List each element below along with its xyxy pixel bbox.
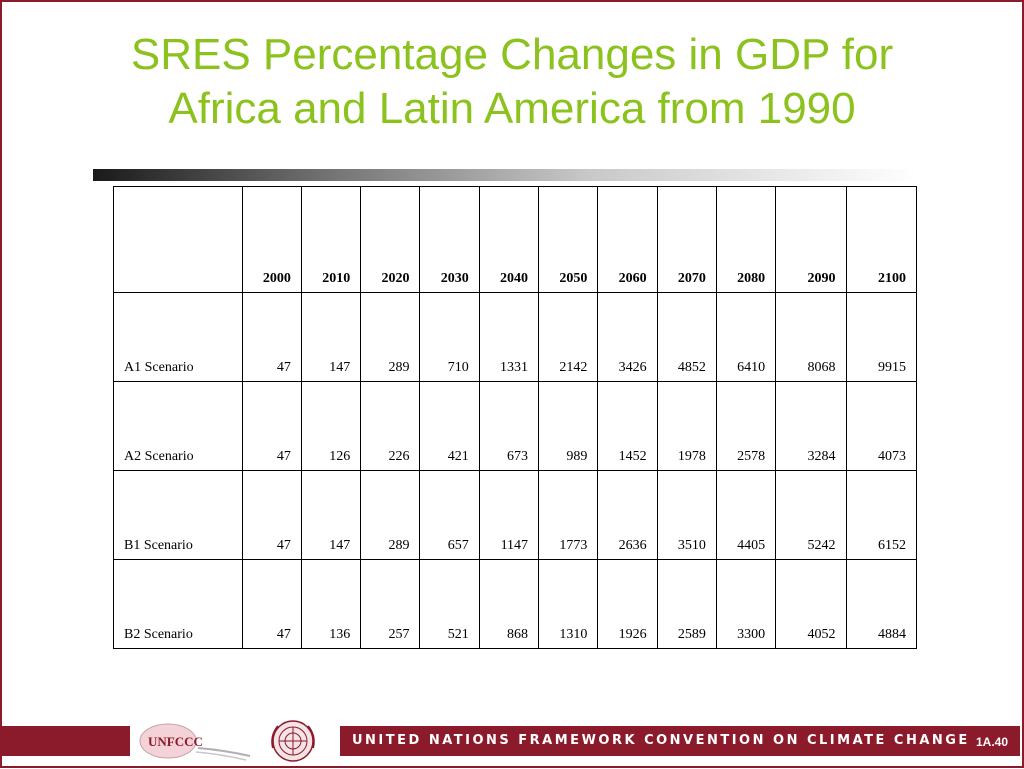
row-label: A1 Scenario	[113, 292, 243, 382]
table-cell: 289	[360, 292, 421, 382]
gdp-table: 2000 2010 2020 2030 2040 2050 2060 2070 …	[113, 186, 918, 649]
table-cell: 47	[241, 292, 302, 382]
table-cell: 1147	[478, 470, 540, 560]
table-cell: 4073	[845, 381, 918, 471]
year-header: 2050	[538, 186, 599, 293]
table-row: A1 Scenario 47 147 289 710 1331 2142 342…	[113, 292, 918, 382]
unfccc-logo-icon: UNFCCC	[138, 720, 253, 762]
table-cell: 3426	[597, 292, 658, 382]
page-number: 1A.40	[975, 735, 1009, 749]
table-cell: 47	[241, 559, 302, 649]
table-cell: 989	[538, 381, 599, 471]
year-header: 2040	[478, 186, 540, 293]
year-header: 2070	[656, 186, 717, 293]
table-cell: 710	[419, 292, 480, 382]
table-cell: 126	[300, 381, 362, 471]
table-cell: 4852	[656, 292, 717, 382]
table-cell: 3300	[715, 559, 777, 649]
table-cell: 6152	[845, 470, 918, 560]
corner-cell	[113, 186, 243, 293]
un-emblem-icon	[262, 718, 324, 764]
table-cell: 257	[360, 559, 421, 649]
table-cell: 147	[300, 292, 362, 382]
slide-footer: UNFCCC UNITED NATIONS FRAMEWORK CONVENTI…	[0, 718, 1024, 764]
row-label: B1 Scenario	[113, 470, 243, 560]
row-label: B2 Scenario	[113, 559, 243, 649]
table-cell: 3284	[775, 381, 847, 471]
year-header: 2030	[419, 186, 480, 293]
table-cell: 9915	[845, 292, 918, 382]
table-cell: 289	[360, 470, 421, 560]
table-cell: 2589	[656, 559, 717, 649]
table-cell: 4405	[715, 470, 777, 560]
table-cell: 1978	[656, 381, 717, 471]
table-cell: 1926	[597, 559, 658, 649]
table-cell: 5242	[775, 470, 847, 560]
year-header: 2090	[775, 186, 847, 293]
table-cell: 2636	[597, 470, 658, 560]
table-cell: 136	[300, 559, 362, 649]
year-header: 2000	[241, 186, 302, 293]
title-divider	[93, 169, 918, 181]
table-cell: 8068	[775, 292, 847, 382]
table-cell: 4052	[775, 559, 847, 649]
table-cell: 1452	[597, 381, 658, 471]
table-cell: 47	[241, 381, 302, 471]
table-cell: 147	[300, 470, 362, 560]
table-cell: 4884	[845, 559, 918, 649]
year-header: 2060	[597, 186, 658, 293]
table-cell: 673	[478, 381, 540, 471]
table-cell: 1773	[538, 470, 599, 560]
title-line-2: Africa and Latin America from 1990	[168, 84, 856, 133]
table-cell: 3510	[656, 470, 717, 560]
table-cell: 6410	[715, 292, 777, 382]
unfccc-logo-text: UNFCCC	[148, 734, 203, 749]
title-line-1: SRES Percentage Changes in GDP for	[130, 30, 894, 79]
table-cell: 521	[419, 559, 480, 649]
table-cell: 657	[419, 470, 480, 560]
table-cell: 2578	[715, 381, 777, 471]
year-header: 2080	[715, 186, 777, 293]
slide-title: SRES Percentage Changes in GDP for Afric…	[0, 28, 1024, 136]
year-header: 2100	[845, 186, 918, 293]
table-row: B1 Scenario 47 147 289 657 1147 1773 263…	[113, 470, 918, 560]
table-cell: 1331	[478, 292, 540, 382]
table-cell: 2142	[538, 292, 599, 382]
table-cell: 421	[419, 381, 480, 471]
year-header: 2020	[360, 186, 421, 293]
table-header-row: 2000 2010 2020 2030 2040 2050 2060 2070 …	[113, 186, 918, 293]
table-row: B2 Scenario 47 136 257 521 868 1310 1926…	[113, 559, 918, 649]
year-header: 2010	[300, 186, 362, 293]
row-label: A2 Scenario	[113, 381, 243, 471]
table-cell: 868	[478, 559, 540, 649]
table-cell: 47	[241, 470, 302, 560]
table-cell: 1310	[538, 559, 599, 649]
table-cell: 226	[360, 381, 421, 471]
footer-banner-text: UNITED NATIONS FRAMEWORK CONVENTION ON C…	[352, 733, 970, 748]
table-row: A2 Scenario 47 126 226 421 673 989 1452 …	[113, 381, 918, 471]
